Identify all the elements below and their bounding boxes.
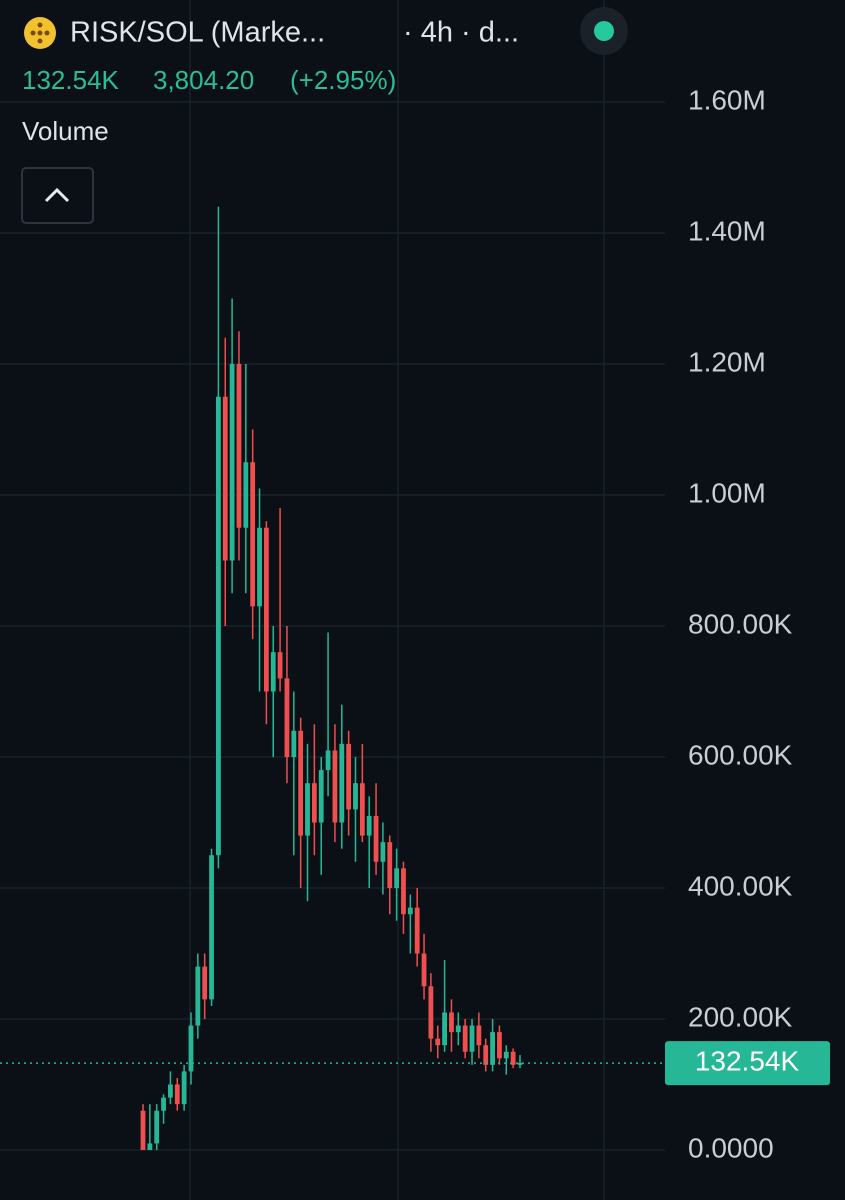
status-dot <box>594 21 614 41</box>
candle-body <box>503 1051 509 1059</box>
candle-body <box>394 868 400 888</box>
candle-body <box>421 953 427 987</box>
candle-body <box>222 396 228 561</box>
candle-body <box>373 815 379 862</box>
candle-body <box>428 986 434 1039</box>
candle-body <box>209 855 214 1000</box>
candle-body <box>174 1084 180 1105</box>
candle-body <box>243 462 249 528</box>
candle-body <box>366 815 372 836</box>
y-tick-label: 1.00M <box>688 477 766 508</box>
coin-icon-dots <box>30 22 50 44</box>
candle-body <box>181 1071 187 1105</box>
candle-body <box>435 1038 441 1046</box>
candle-body <box>168 1084 173 1098</box>
candle-body <box>332 750 338 823</box>
candle-body <box>195 966 201 1026</box>
candle-body <box>277 652 283 679</box>
candle-body <box>517 1062 523 1065</box>
legend-value: (+2.95%) <box>290 65 396 95</box>
collapse-button[interactable] <box>21 167 94 224</box>
time-grid <box>189 0 605 1200</box>
y-tick-label: 1.60M <box>688 84 766 115</box>
legend-value: 132.54K <box>22 65 120 95</box>
candle-body <box>298 730 304 836</box>
legend-value: 3,804.20 <box>153 65 254 95</box>
pair-title: RISK/SOL (Marke... <box>70 17 325 49</box>
candle-body <box>147 1143 153 1150</box>
candle-body <box>216 396 221 856</box>
chevron-up <box>44 187 70 203</box>
candle-body <box>462 1025 468 1052</box>
candle-body <box>325 750 331 771</box>
y-tick-label: 400.00K <box>688 870 793 901</box>
plot <box>0 101 665 1151</box>
last-price-box <box>665 1041 830 1086</box>
candle-body <box>442 1012 447 1046</box>
candle-body <box>270 652 276 692</box>
candle-body <box>490 1032 495 1065</box>
candle-body <box>161 1097 166 1111</box>
last-price-label: 132.54K <box>695 1046 800 1077</box>
candle-body <box>154 1110 160 1144</box>
y-tick-label: 1.40M <box>688 215 766 246</box>
indicator-label: Volume <box>22 116 109 146</box>
candle-body <box>449 1012 454 1033</box>
candle-body <box>353 783 358 810</box>
candle-body <box>229 364 235 561</box>
candle-body <box>291 730 297 757</box>
candle-body <box>469 1025 475 1052</box>
candle-body <box>387 842 393 888</box>
candle-body <box>497 1032 502 1059</box>
candle-body <box>188 1025 194 1072</box>
y-tick-label: 800.00K <box>688 608 793 639</box>
candle-body <box>318 770 324 823</box>
candle-body <box>284 678 290 757</box>
interval: · 4h · d... <box>403 17 519 49</box>
candle-body <box>311 783 317 823</box>
candle-body <box>455 1025 461 1033</box>
candle-body <box>257 527 262 607</box>
candle-body <box>483 1045 489 1065</box>
candle-body <box>339 743 345 823</box>
candle-body <box>510 1051 516 1065</box>
y-tick-label: 0.0000 <box>688 1132 774 1163</box>
candle-body <box>380 842 386 862</box>
candle-body <box>407 907 413 915</box>
candle-body <box>346 743 352 810</box>
candle-body <box>359 783 365 836</box>
candle-body <box>263 527 269 692</box>
y-tick-label: 600.00K <box>688 739 793 770</box>
candle-body <box>401 868 406 915</box>
y-tick-label: 1.20M <box>688 346 766 377</box>
candle-body <box>236 364 242 528</box>
candle-body <box>202 966 208 1000</box>
y-tick-label: 200.00K <box>688 1001 793 1032</box>
candle-body <box>140 1110 146 1150</box>
candle-body <box>476 1025 482 1046</box>
candle-body <box>305 783 310 836</box>
candle-body <box>250 462 256 607</box>
candle-body <box>414 907 420 954</box>
